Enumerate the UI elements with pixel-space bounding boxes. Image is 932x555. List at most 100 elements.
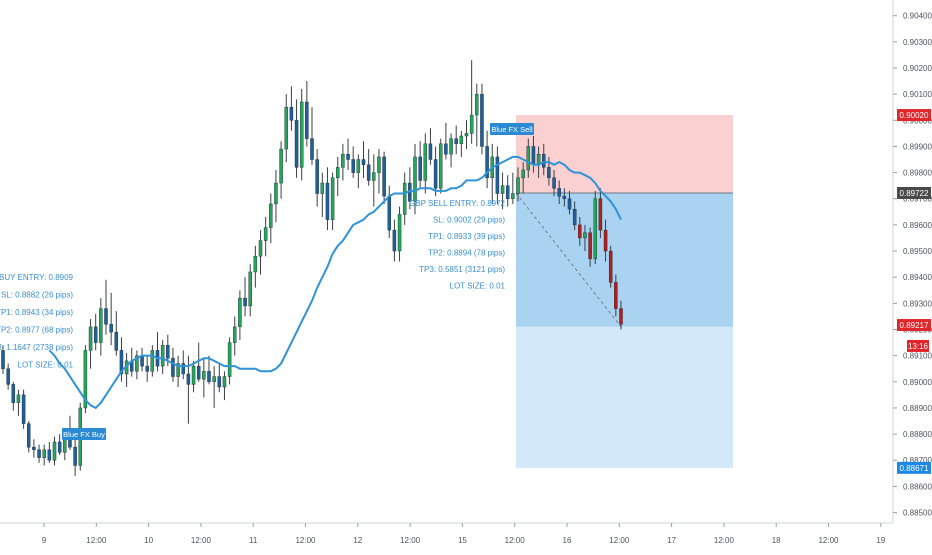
candle-body — [330, 177, 335, 220]
candle-body — [42, 449, 46, 458]
candle-body — [27, 423, 31, 448]
candle-body — [516, 177, 520, 194]
candle-body — [83, 350, 88, 409]
candle-body — [557, 188, 561, 197]
candle-body — [361, 159, 366, 165]
candle-body — [593, 198, 597, 260]
candle-body — [196, 365, 201, 380]
candle-body — [166, 344, 170, 359]
candle-body — [444, 143, 448, 155]
candle-body — [274, 182, 278, 205]
candle-body — [186, 373, 191, 385]
candle-body — [614, 282, 618, 309]
price-tick-label: 0.88500 — [903, 509, 932, 518]
candle-body — [212, 376, 216, 382]
price-tick-label: 0.89000 — [903, 378, 932, 387]
price-tick-label: 0.89300 — [903, 299, 932, 308]
price-tick-label: 0.90200 — [903, 64, 932, 73]
candle-body — [52, 441, 57, 461]
candle-body — [480, 93, 484, 147]
candle-body — [567, 198, 572, 210]
price-badge-label: 0.88671 — [900, 464, 929, 473]
candle-body — [377, 156, 381, 173]
price-badge — [897, 461, 931, 474]
buy-signal-tag-label: Blue FX Buy — [63, 430, 105, 439]
candle-body — [454, 138, 458, 145]
candle-body — [269, 203, 273, 228]
candle-body — [258, 240, 263, 257]
time-tick-label: 12:00 — [86, 536, 107, 545]
buy-signal-tag — [62, 428, 106, 440]
time-tick-label: 12:00 — [295, 536, 316, 545]
candle-body — [469, 114, 474, 134]
candle-body — [93, 326, 98, 343]
candle-body — [253, 256, 258, 273]
candle-body — [88, 326, 93, 351]
candle-body — [588, 232, 592, 260]
candle-body — [207, 371, 211, 382]
candle-body — [73, 446, 77, 466]
candle-body — [500, 185, 505, 194]
time-tick-label: 12:00 — [818, 536, 839, 545]
candle-body — [99, 308, 103, 343]
candle-body — [104, 308, 108, 325]
sell-setup-line: SL: 0.9002 (29 pips) — [433, 216, 505, 225]
candle-body — [366, 164, 371, 181]
take-profit-zone — [516, 192, 733, 327]
price-tick-label: 0.88600 — [903, 482, 932, 491]
time-tick-label: 9 — [42, 536, 47, 545]
price-badge — [897, 319, 931, 332]
candle-body — [47, 449, 52, 461]
candle-body — [619, 308, 623, 325]
candle-body — [547, 167, 551, 179]
candle-body — [392, 229, 397, 252]
price-badge-label: 0.89722 — [900, 189, 929, 198]
time-tick-label: 12:00 — [191, 536, 212, 545]
candle-body — [341, 154, 345, 168]
candle-body — [325, 182, 330, 220]
candle-body — [428, 143, 433, 160]
candle-body — [11, 384, 16, 403]
price-tick-label: 0.89400 — [903, 273, 932, 282]
candle-body — [397, 214, 402, 252]
candle-body — [356, 159, 361, 173]
ema-line — [48, 155, 622, 410]
price-tick-label: 0.89900 — [903, 142, 932, 151]
price-tick-label: 0.88900 — [903, 404, 932, 413]
candle-body — [608, 250, 613, 283]
candle-body — [459, 135, 464, 145]
candle-body — [299, 101, 304, 168]
candle-body — [150, 350, 155, 372]
candle-body — [485, 146, 489, 179]
candle-body — [423, 143, 428, 181]
candle-body — [572, 208, 577, 226]
candle-body — [464, 133, 469, 137]
candle-body — [222, 376, 227, 388]
candle-body — [263, 227, 268, 241]
candle-body — [243, 297, 247, 307]
price-badge — [897, 186, 931, 199]
candle-body — [191, 365, 196, 385]
candle-body — [603, 229, 608, 252]
candle-body — [109, 324, 113, 333]
candle-body — [475, 93, 479, 116]
candle-body — [284, 107, 288, 150]
buy-setup-line: SL: 0.8882 (26 pips) — [1, 291, 73, 300]
candle-body — [531, 146, 536, 165]
candle-body — [511, 193, 515, 199]
candle-body — [320, 182, 325, 194]
candle-body — [119, 350, 124, 375]
price-tick-label: 0.90400 — [903, 12, 932, 21]
candle-body — [578, 224, 582, 239]
candle-body — [372, 172, 376, 181]
candle-body — [294, 120, 299, 168]
candle-body — [387, 195, 391, 231]
candle-body — [6, 368, 10, 385]
candle-body — [315, 159, 319, 194]
price-tick-label: 0.90300 — [903, 38, 932, 47]
sell-setup-line: TP3: 0.5851 (3121 pips) — [419, 265, 505, 274]
time-tick-label: 12:00 — [505, 536, 526, 545]
candle-body — [176, 363, 180, 377]
